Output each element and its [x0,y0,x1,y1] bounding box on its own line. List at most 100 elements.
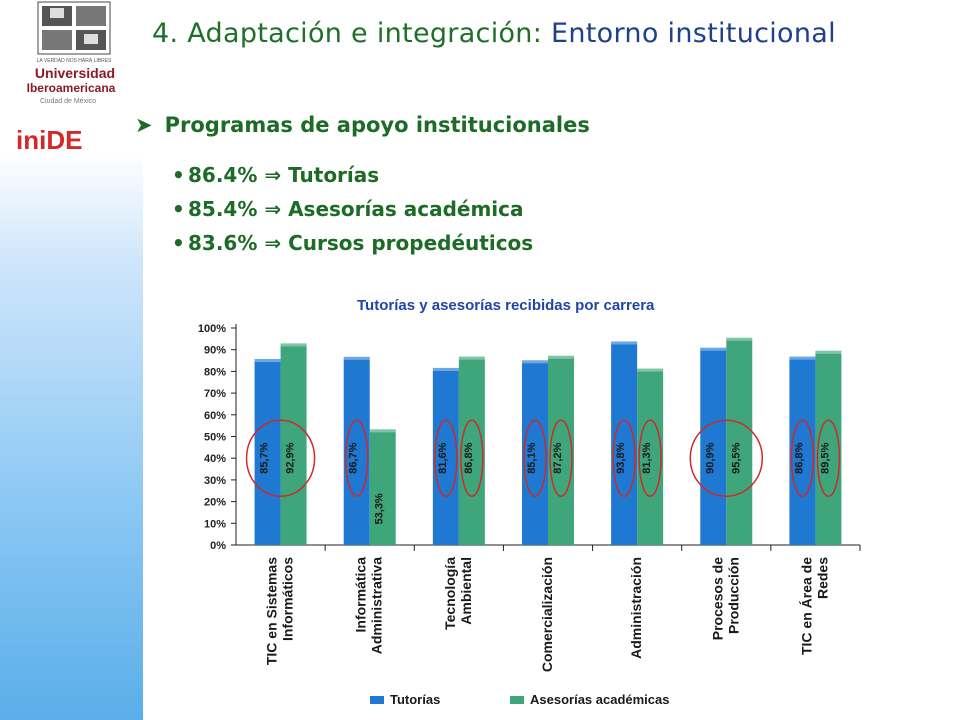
bar-highlight [726,337,753,341]
slide-title-part2: Entorno institucional [551,18,836,49]
bar-highlight [522,360,548,364]
university-motto: LA VERDAD NOS HARÁ LIBRES [37,57,112,64]
bar-tutorias [254,359,281,545]
bar-highlight [369,429,396,433]
bar-highlight [280,343,307,347]
bar-highlight [432,367,459,371]
highlight-ellipse [549,419,573,497]
inide-logo: iniDE [16,125,82,155]
bar-asesorias [815,350,842,545]
sidebar-gradient [0,0,143,720]
x-category-label: Ambiental [458,557,474,625]
bar-highlight [815,350,842,354]
university-name-line3: Ciudad de México [40,98,96,105]
highlight-ellipse [816,419,841,497]
chart-title: Tutorías y asesorías recibidas por carre… [357,297,655,314]
highlight-ellipse [434,419,458,497]
bar-highlight [637,368,664,372]
slide-title: 4. Adaptación e integración: Entorno ins… [152,18,836,49]
highlight-ellipse [638,419,662,497]
highlight-ellipse [689,419,764,497]
y-tick-label: 50% [204,432,226,444]
y-tick-label: 40% [204,453,226,465]
legend-label: Asesorías académicas [530,692,669,707]
data-label: 92,9% [285,442,297,473]
arrow-bullet-icon: ➤ [135,113,153,137]
highlight-ellipse [523,419,547,497]
legend-swatch-asesorias [510,696,524,704]
university-crest-icon [37,1,111,55]
bullet-text: 86.4% ⇒ Tutorías [188,163,380,187]
y-tick-label: 80% [204,366,226,378]
bullet-item: • 85.4% ⇒ Asesorías académica [172,197,533,231]
bar-tutorias [432,367,459,545]
bullet-text: 85.4% ⇒ Asesorías académica [188,197,524,221]
y-tick-label: 10% [204,518,226,530]
highlight-ellipse [344,419,369,497]
y-tick-label: 60% [204,410,226,422]
y-tick-label: 20% [204,497,226,509]
bullet-item: • 83.6% ⇒ Cursos propedéuticos [172,231,533,265]
bar-highlight [548,355,574,359]
y-tick-label: 70% [204,388,226,400]
x-category-label: Procesos de [709,557,725,640]
x-category-label: TIC en Sistemas [264,557,280,665]
bar-highlight [789,356,816,360]
bullet-item: • 86.4% ⇒ Tutorías [172,163,533,197]
data-label: 85,1% [526,442,538,473]
bar-highlight [458,356,485,360]
highlight-ellipse [790,419,815,497]
x-category-label: Informática [353,557,369,633]
y-tick-label: 90% [204,345,226,357]
highlight-ellipse [460,419,484,497]
bar-tutorias [522,360,548,545]
data-label: 81,3% [641,442,653,473]
bar-asesorias [369,429,396,545]
bar-asesorias [726,337,753,545]
logo-block: LA VERDAD NOS HARÁ LIBRES Universidad Ib… [16,1,116,155]
bullet-dot-icon: • [172,231,185,255]
x-category-label: Administrativa [369,557,385,654]
data-label: 90,9% [704,442,716,473]
x-category-label: Comercialización [539,557,555,672]
bullet-text: 83.6% ⇒ Cursos propedéuticos [188,231,534,255]
bullet-dot-icon: • [172,163,185,187]
bar-chart: 0% 10% 20% 30% 40% 50% 60% 70% 80% 90% 100% 85,7% 92… [198,323,861,707]
data-label: 89,5% [819,442,831,473]
highlight-ellipse [245,419,316,497]
data-label: 85,7% [259,442,271,473]
data-label: 93,8% [615,442,627,473]
bar-highlight [254,359,281,363]
section-heading-text: Programas de apoyo institucionales [164,113,590,137]
bullet-list: • 86.4% ⇒ Tutorías • 85.4% ⇒ Asesorías aca… [172,163,533,265]
bar-asesorias [280,343,307,545]
x-category-label: TIC en Área de [798,557,814,655]
bar-highlight [343,356,370,360]
x-category-label: Redes [814,557,830,599]
data-label: 53,3% [374,493,386,524]
legend-label: Tutorías [390,692,440,707]
y-tick-label: 0% [210,540,226,552]
university-name-line2: Iberoamericana [27,81,116,95]
x-category-label: Informáticos [280,557,296,641]
highlight-ellipse [612,419,636,497]
data-label: 87,2% [552,442,564,473]
bar-asesorias [548,355,574,545]
bar-tutorias [789,356,816,545]
x-category-label: Producción [725,557,741,634]
bar-tutorias [343,356,370,545]
legend-swatch-tutorias [370,696,384,704]
data-label: 81,6% [437,442,449,473]
data-label: 86,8% [793,442,805,473]
y-tick-label: 100% [198,323,226,335]
y-tick-label: 30% [204,475,226,487]
bar-highlight [700,347,727,351]
data-label: 86,7% [348,442,360,473]
data-label: 95,5% [730,442,742,473]
bar-asesorias [458,356,485,545]
x-category-label: Administración [628,557,644,659]
data-label: 86,8% [463,442,475,473]
bar-tutorias [700,347,727,545]
x-category-label: Tecnología [442,557,458,630]
bar-highlight [611,341,638,345]
